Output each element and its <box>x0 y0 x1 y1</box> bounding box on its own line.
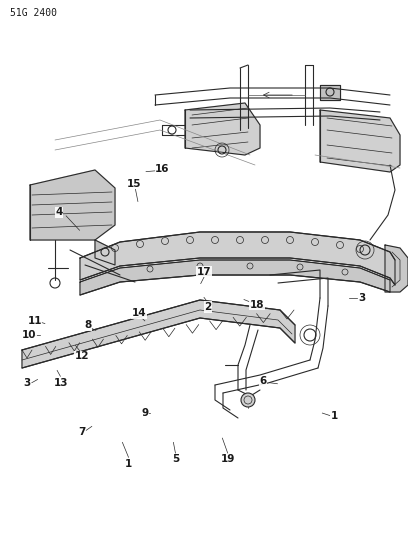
Text: 4: 4 <box>55 207 63 217</box>
Polygon shape <box>95 240 115 265</box>
Circle shape <box>241 393 255 407</box>
Text: 14: 14 <box>131 309 146 318</box>
Text: 2: 2 <box>204 302 212 312</box>
Text: 8: 8 <box>84 320 91 330</box>
Text: 11: 11 <box>27 316 42 326</box>
Text: 1: 1 <box>125 459 132 469</box>
Text: 12: 12 <box>74 351 89 361</box>
Polygon shape <box>320 110 400 172</box>
Text: 10: 10 <box>22 330 37 340</box>
Text: 19: 19 <box>221 455 236 464</box>
Text: 5: 5 <box>172 455 179 464</box>
Polygon shape <box>185 103 260 155</box>
Text: 13: 13 <box>54 378 69 387</box>
Text: 3: 3 <box>359 294 366 303</box>
Text: 18: 18 <box>250 300 264 310</box>
Polygon shape <box>22 300 295 368</box>
Text: 9: 9 <box>141 408 149 418</box>
Text: 6: 6 <box>259 376 267 386</box>
Text: 51G 2400: 51G 2400 <box>10 8 57 18</box>
Polygon shape <box>80 232 395 285</box>
Text: 1: 1 <box>331 411 338 421</box>
Polygon shape <box>320 85 340 100</box>
Polygon shape <box>385 245 408 292</box>
Text: 16: 16 <box>155 165 170 174</box>
Polygon shape <box>30 170 115 240</box>
Text: 17: 17 <box>197 267 211 277</box>
Text: 7: 7 <box>78 427 85 437</box>
Polygon shape <box>80 260 390 295</box>
Text: 3: 3 <box>23 378 30 387</box>
Text: 15: 15 <box>126 179 141 189</box>
